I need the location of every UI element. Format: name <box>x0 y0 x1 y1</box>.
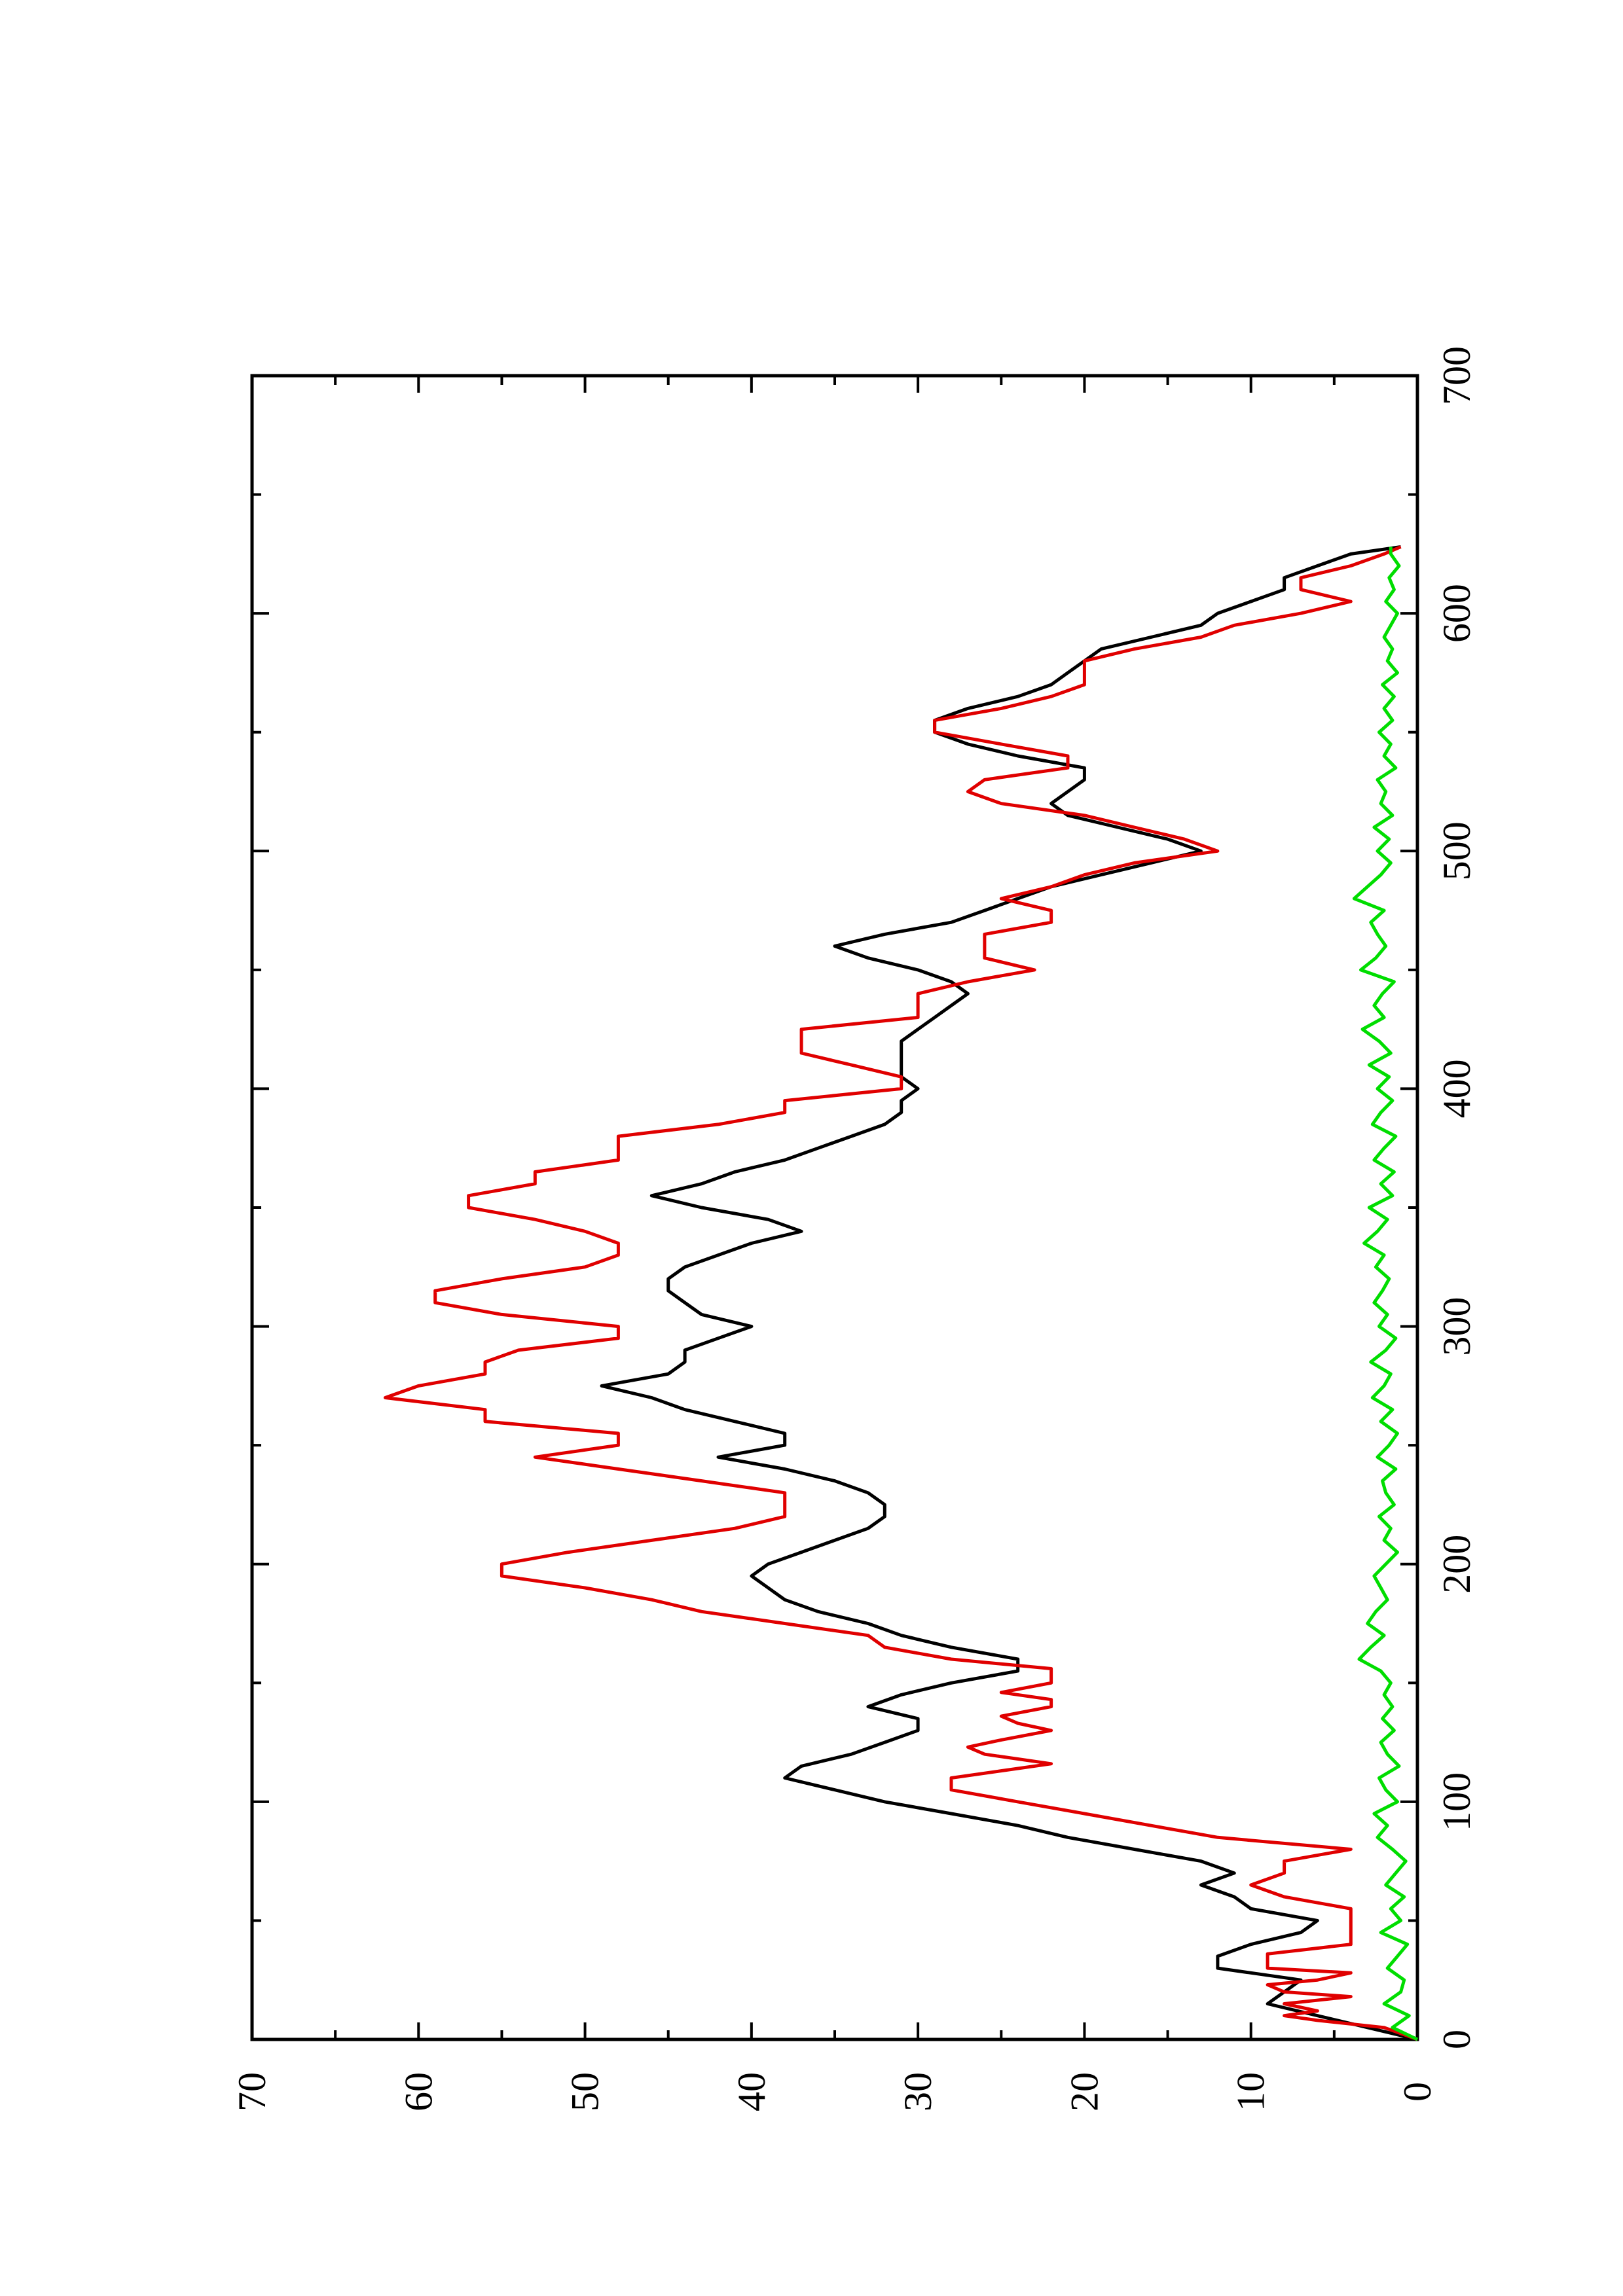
tick-labels: 0 100 200 300 400 500 600 700 0 10 20 30 40 50 60 70 <box>230 346 1478 2111</box>
x-tick-label: 0 <box>1435 2030 1478 2049</box>
x-tick-label: 500 <box>1435 821 1478 880</box>
x-tick-label: 300 <box>1435 1297 1478 1356</box>
y-tick-label: 10 <box>1230 2072 1273 2111</box>
x-tick-label: 100 <box>1435 1772 1478 1831</box>
y-tick-label: 60 <box>397 2072 440 2111</box>
y-tick-label: 70 <box>230 2072 274 2111</box>
x-tick-label: 400 <box>1435 1059 1478 1118</box>
y-tick-label: 0 <box>1396 2082 1439 2102</box>
x-tick-label: 600 <box>1435 584 1478 643</box>
y-tick-label: 50 <box>564 2072 607 2111</box>
axis-ticks <box>251 374 1419 2041</box>
series-layer <box>383 545 1419 2041</box>
y-tick-label: 20 <box>1063 2072 1106 2111</box>
x-tick-label: 200 <box>1435 1535 1478 1594</box>
series-black <box>600 545 1418 2041</box>
series-green <box>1352 547 1419 2041</box>
x-tick-label: 700 <box>1435 346 1478 405</box>
y-tick-label: 40 <box>730 2072 773 2111</box>
y-tick-label: 30 <box>896 2072 939 2111</box>
series-red <box>383 545 1418 2041</box>
